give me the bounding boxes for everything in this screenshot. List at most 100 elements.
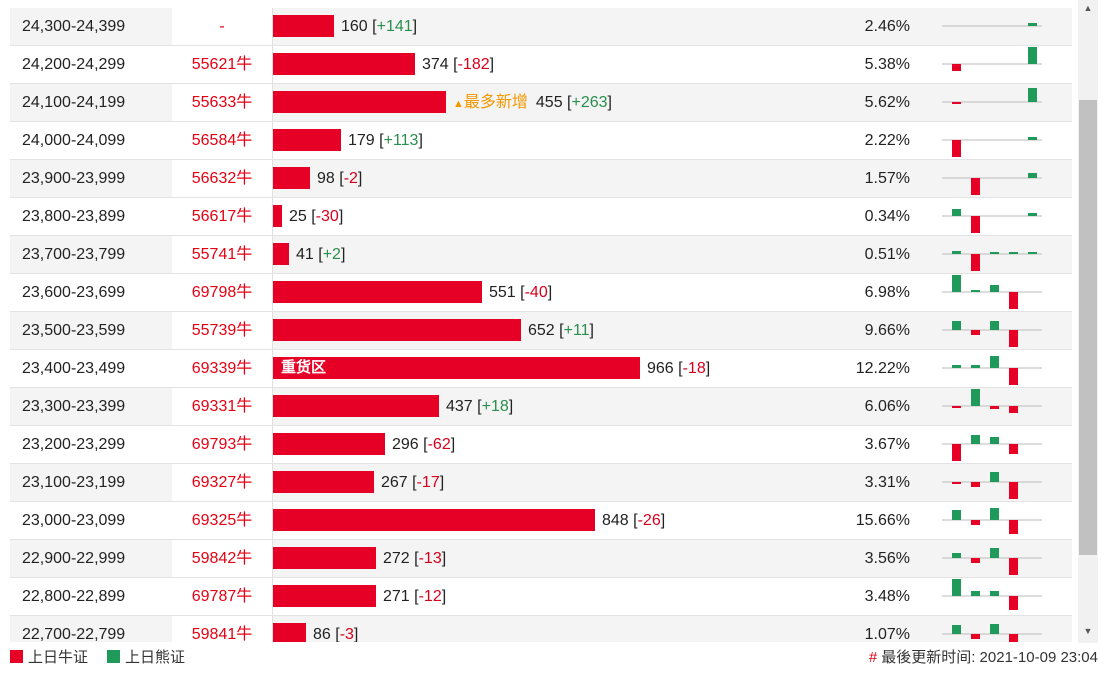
warrant-code[interactable]: 56584牛 [172,122,272,159]
warrant-code[interactable]: 69793牛 [172,426,272,463]
volume-change: -30 [315,208,339,225]
table-row: 22,800-22,899 69787牛 271 [-12] 3.48% [10,578,1072,616]
volume-bar-cell: 86 [-3] [272,616,833,642]
last-updated-label: 最後更新时间: 2021-10-09 23:04 [881,649,1098,666]
share-percent: 6.98% [864,284,910,301]
footer-bar: 上日牛证 上日熊证 # 最後更新时间: 2021-10-09 23:04 [0,643,1108,673]
scroll-thumb[interactable] [1079,100,1097,555]
table-row: 23,900-23,999 56632牛 98 [-2] 1.57% [10,160,1072,198]
sparkline-bar [952,510,961,520]
volume-value: 160 [341,18,368,35]
share-percent: 12.22% [855,360,910,377]
sparkline-bar [952,140,961,157]
share-percent: 3.56% [864,550,910,567]
sparkline-bar [990,508,999,520]
sparkline-bar [1009,482,1018,499]
warrant-code[interactable]: 59841牛 [172,616,272,642]
share-percent: 1.07% [864,626,910,642]
strike-range: 23,700-23,799 [22,246,126,263]
sparkline-bar [1009,368,1018,385]
volume-bar-cell: 437 [+18] [272,388,833,425]
warrant-code[interactable]: - [172,8,272,45]
warrant-code[interactable]: 55741牛 [172,236,272,273]
sparkline-bar [990,591,999,596]
volume-change: +18 [481,398,509,415]
share-percent: 3.48% [864,588,910,605]
volume-bar-cell: 296 [-62] [272,426,833,463]
trend-sparkline [942,540,1042,577]
sparkline-bar [990,472,999,482]
volume-bar [273,15,334,37]
volume-label: 25 [-30] [289,208,344,225]
warrant-code[interactable]: 69331牛 [172,388,272,425]
volume-value: 41 [296,246,314,263]
volume-bar [273,205,282,227]
bear-swatch-icon [107,650,120,663]
sparkline-bar [1028,252,1037,254]
volume-bar-cell: 374 [-182] [272,46,833,83]
volume-bar [273,509,595,531]
strike-range: 24,000-24,099 [22,132,126,149]
strike-range: 24,100-24,199 [22,94,126,111]
sparkline-bar [1028,137,1037,140]
warrant-code[interactable]: 56617牛 [172,198,272,235]
volume-value: 25 [289,208,307,225]
trend-sparkline [942,388,1042,425]
volume-change: -13 [418,550,442,567]
sparkline-bar [952,625,961,634]
warrant-code[interactable]: 69798牛 [172,274,272,311]
strike-range: 23,600-23,699 [22,284,126,301]
volume-change: +2 [322,246,341,263]
legend-bear: 上日熊证 [107,643,185,673]
sparkline-bar [1028,213,1037,216]
volume-value: 86 [313,626,331,642]
warrant-code[interactable]: 59842牛 [172,540,272,577]
bull-swatch-icon [10,650,23,663]
volume-bar [273,623,306,642]
strike-range: 23,200-23,299 [22,436,126,453]
sparkline-bar [1009,596,1018,610]
share-percent: 6.06% [864,398,910,415]
volume-value: 551 [489,284,516,301]
legend-bull: 上日牛证 [10,643,88,673]
scroll-down-arrow-icon[interactable]: ▼ [1083,626,1093,636]
volume-value: 272 [383,550,410,567]
sparkline-bar [952,579,961,596]
volume-label: 179 [+113] [348,132,423,149]
warrant-code[interactable]: 69327牛 [172,464,272,501]
sparkline-bar [952,365,961,368]
sparkline-bar [971,365,980,368]
warrant-code[interactable]: 56632牛 [172,160,272,197]
scroll-up-arrow-icon[interactable]: ▲ [1083,3,1093,13]
table-row: 23,100-23,199 69327牛 267 [-17] 3.31% [10,464,1072,502]
vertical-scrollbar[interactable]: ▲ ▼ [1078,0,1098,643]
warrant-code[interactable]: 69787牛 [172,578,272,615]
warrant-code[interactable]: 55621牛 [172,46,272,83]
sparkline-bar [952,444,961,461]
volume-label: 160 [+141] [341,18,418,35]
sparkline-bar [990,437,999,444]
sparkline-bar [1009,558,1018,575]
warrant-code[interactable]: 69339牛 [172,350,272,387]
sparkline-bar [971,330,980,335]
volume-label: 41 [+2] [296,246,346,263]
trend-sparkline [942,198,1042,235]
trend-sparkline [942,122,1042,159]
volume-bar-cell: 25 [-30] [272,198,833,235]
sparkline-bar [990,624,999,634]
sparkline-bar [971,520,980,525]
warrant-code[interactable]: 55633牛 [172,84,272,121]
volume-bar-cell: 重货区 966 [-18] [272,350,833,387]
trend-sparkline [942,464,1042,501]
share-percent: 2.46% [864,18,910,35]
volume-bar [273,243,289,265]
strike-range: 24,300-24,399 [22,18,126,35]
volume-bar-cell: 272 [-13] [272,540,833,577]
warrant-code[interactable]: 69325牛 [172,502,272,539]
warrant-code[interactable]: 55739牛 [172,312,272,349]
volume-bar [273,547,376,569]
strike-range: 23,900-23,999 [22,170,126,187]
volume-change: -26 [637,512,661,529]
sparkline-bar [952,102,961,104]
share-percent: 3.67% [864,436,910,453]
